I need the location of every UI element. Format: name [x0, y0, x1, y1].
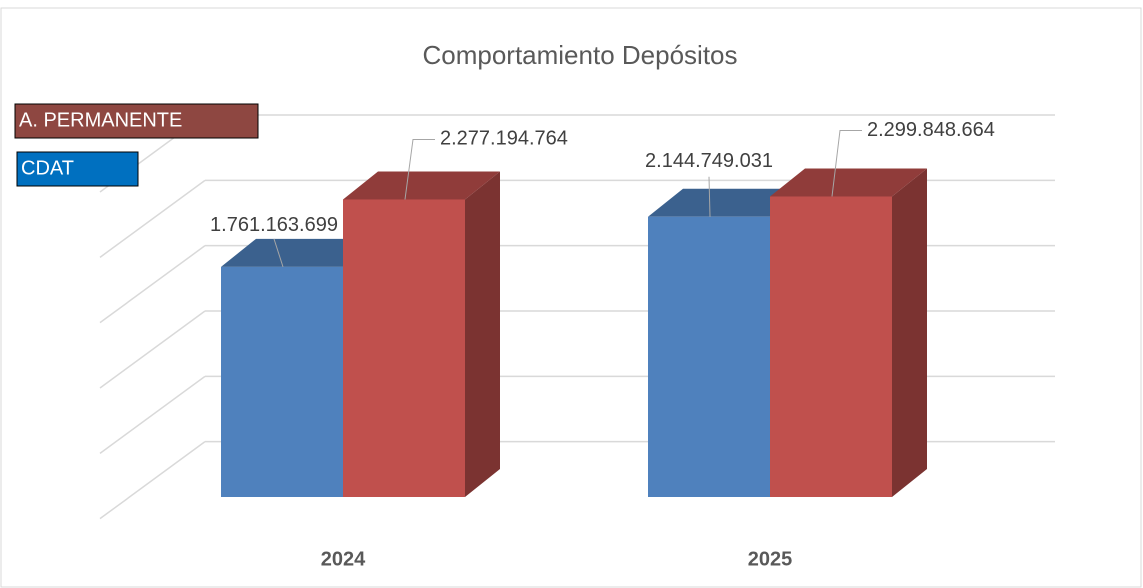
x-tick-label: 2024 — [321, 548, 366, 570]
data-label: 1.761.163.699 — [210, 214, 338, 236]
leader-line — [831, 129, 862, 197]
legend-label: A. PERMANENTE — [19, 109, 182, 131]
grid-line — [99, 179, 206, 258]
grid-line — [99, 310, 206, 389]
legend-box — [16, 151, 139, 187]
bar — [221, 266, 343, 497]
bar — [343, 199, 465, 498]
bar — [648, 216, 770, 497]
grid-line — [99, 441, 206, 520]
chart-frame — [0, 7, 1142, 588]
data-label: 2.277.194.764 — [440, 128, 568, 150]
x-tick-label: 2025 — [748, 548, 793, 570]
legend-label: CDAT — [21, 157, 74, 179]
leader-line — [404, 138, 435, 200]
bar-top — [648, 188, 805, 217]
bar-side — [465, 171, 500, 498]
grid-line — [99, 375, 206, 454]
leader-line — [273, 238, 284, 268]
bar-top — [221, 238, 378, 267]
grid-line — [99, 245, 206, 324]
data-label: 2.144.749.031 — [645, 150, 773, 172]
bar — [770, 196, 892, 497]
bar-top — [343, 171, 500, 200]
bar-side — [892, 168, 927, 497]
leader-line — [708, 176, 711, 217]
data-label: 2.299.848.664 — [867, 119, 995, 141]
legend-box — [14, 103, 259, 139]
chart-title: Comportamiento Depósitos — [422, 40, 737, 70]
bar-top — [770, 168, 927, 197]
